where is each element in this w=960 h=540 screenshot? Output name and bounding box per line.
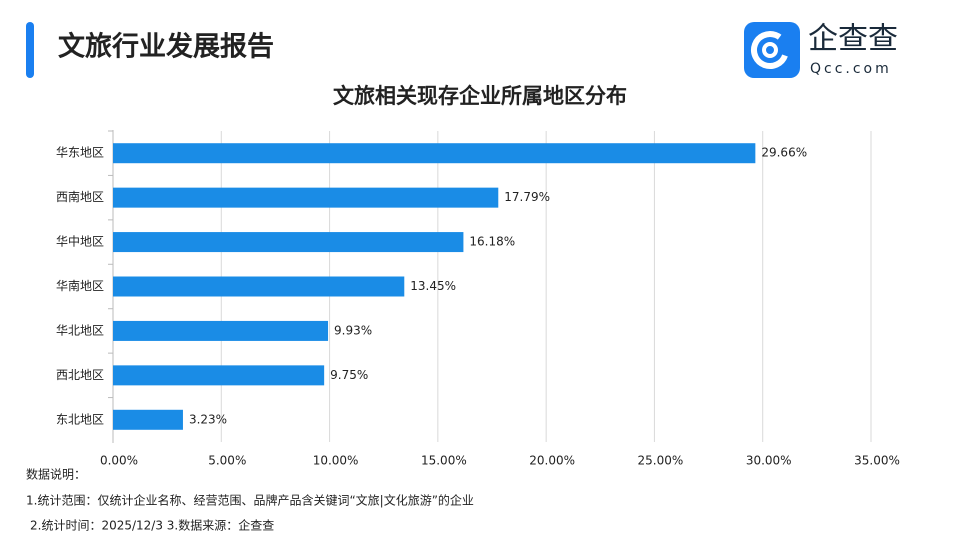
x-tick-label: 30.00%	[746, 454, 792, 468]
y-tick-label: 西南地区	[56, 189, 104, 204]
bar	[113, 365, 325, 386]
x-tick-label: 5.00%	[208, 454, 246, 468]
x-tick-label: 10.00%	[313, 454, 359, 468]
chart-title: 文旅相关现存企业所属地区分布	[333, 84, 627, 108]
value-label: 13.45%	[410, 279, 456, 293]
bar	[113, 320, 329, 341]
y-tick-label: 华南地区	[56, 278, 104, 293]
value-label: 9.75%	[330, 368, 368, 382]
bar	[113, 143, 756, 164]
x-tick-label: 35.00%	[854, 454, 900, 468]
note: 数据说明：	[26, 467, 86, 482]
x-tick-label: 0.00%	[100, 454, 138, 468]
y-tick-label: 华中地区	[56, 234, 104, 249]
value-label: 16.18%	[469, 235, 515, 249]
note: 1.统计范围：仅统计企业名称、经营范围、品牌产品含关键词“文旅|文化旅游”的企业	[26, 493, 474, 508]
x-tick-label: 25.00%	[638, 454, 684, 468]
title-accent	[26, 22, 34, 78]
y-tick-label: 华北地区	[56, 323, 104, 337]
logo-name: 企查查	[808, 22, 898, 57]
bar	[113, 232, 464, 253]
note: 2.统计时间：2025/12/3 3.数据来源：企查查	[30, 518, 274, 533]
logo-dot	[762, 42, 778, 58]
value-label: 29.66%	[761, 146, 807, 160]
value-label: 9.93%	[334, 323, 372, 337]
report-title: 文旅行业发展报告	[58, 31, 274, 63]
logo-domain: Qcc.com	[810, 61, 892, 77]
bar	[113, 187, 499, 208]
bar	[113, 276, 405, 297]
x-tick-label: 15.00%	[421, 454, 467, 468]
x-tick-label: 20.00%	[529, 454, 575, 468]
value-label: 17.79%	[504, 190, 550, 204]
value-label: 3.23%	[189, 412, 227, 426]
y-tick-label: 西北地区	[56, 368, 104, 382]
y-tick-label: 华东地区	[56, 146, 104, 160]
y-tick-label: 东北地区	[56, 412, 104, 426]
bar	[113, 409, 183, 430]
